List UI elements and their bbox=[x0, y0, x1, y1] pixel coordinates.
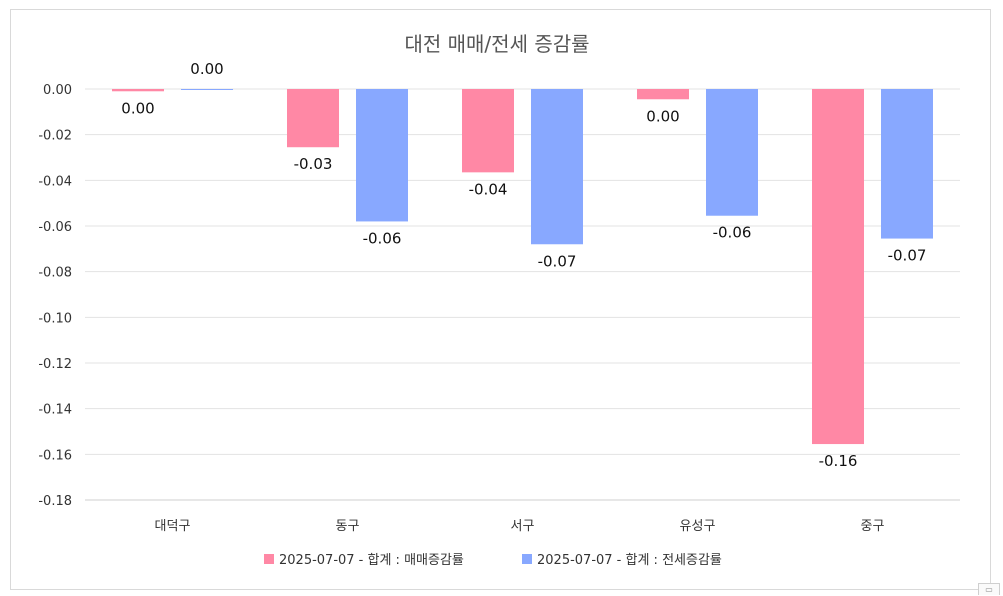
category-label: 중구 bbox=[861, 519, 885, 534]
y-tick-label: -0.12 bbox=[38, 357, 72, 372]
data-label: -0.07 bbox=[888, 247, 927, 265]
chart-title: 대전 매매/전세 증감률 bbox=[404, 32, 589, 56]
y-tick-label: -0.08 bbox=[38, 266, 72, 281]
data-label: -0.04 bbox=[469, 180, 508, 198]
category-label: 대덕구 bbox=[155, 519, 191, 534]
y-tick-label: -0.18 bbox=[38, 494, 72, 509]
data-label: 0.00 bbox=[646, 107, 679, 125]
jeonse-bar bbox=[356, 89, 408, 222]
legend-swatch bbox=[522, 554, 532, 564]
y-tick-label: -0.10 bbox=[38, 311, 72, 326]
data-labels: 0.00 0.00 -0.03 -0.06 -0.04 -0.07 0.00 -0.06 -0.… bbox=[121, 60, 926, 470]
y-tick-label: 0.00 bbox=[43, 83, 72, 98]
jeonse-bar bbox=[881, 89, 933, 239]
y-tick-label: -0.14 bbox=[38, 403, 72, 418]
y-axis-ticks: 0.00 -0.02 -0.04 -0.06 -0.08 -0.10 -0.12 -0.14 -… bbox=[38, 83, 72, 509]
jeonse-bar bbox=[181, 89, 233, 90]
x-axis-categories: 대덕구 동구 서구 유성구 중구 bbox=[155, 519, 885, 534]
y-tick-label: -0.04 bbox=[38, 174, 72, 189]
legend-swatch bbox=[264, 554, 274, 564]
legend-label: 2025-07-07 - 합계 : 전세증감률 bbox=[537, 553, 722, 568]
legend: 2025-07-07 - 합계 : 매매증감률 2025-07-07 - 합계 :… bbox=[264, 553, 722, 568]
data-label: -0.06 bbox=[713, 224, 752, 242]
bars bbox=[112, 89, 933, 445]
jeonse-bar bbox=[531, 89, 583, 245]
jeonse-bar bbox=[706, 89, 758, 216]
data-label: 0.00 bbox=[121, 99, 154, 117]
y-tick-label: -0.02 bbox=[38, 129, 72, 144]
sale-bar bbox=[462, 89, 514, 173]
y-tick-label: -0.16 bbox=[38, 448, 72, 463]
sale-bar bbox=[287, 89, 339, 148]
sale-bar bbox=[112, 89, 164, 92]
category-label: 동구 bbox=[336, 519, 360, 534]
category-label: 유성구 bbox=[680, 519, 716, 534]
data-label: 0.00 bbox=[190, 60, 223, 78]
legend-label: 2025-07-07 - 합계 : 매매증감률 bbox=[279, 553, 464, 568]
y-tick-label: -0.06 bbox=[38, 220, 72, 235]
corner-handle: ▭ bbox=[978, 583, 1000, 595]
category-label: 서구 bbox=[511, 519, 535, 534]
data-label: -0.07 bbox=[538, 252, 577, 270]
data-label: -0.06 bbox=[363, 229, 402, 247]
sale-bar bbox=[812, 89, 864, 445]
sale-bar bbox=[637, 89, 689, 100]
data-label: -0.16 bbox=[819, 452, 858, 470]
data-label: -0.03 bbox=[294, 155, 333, 173]
